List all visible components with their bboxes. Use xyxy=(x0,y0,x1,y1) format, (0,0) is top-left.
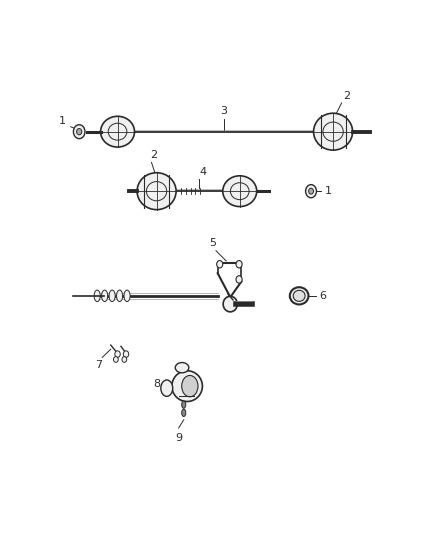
Circle shape xyxy=(306,184,317,198)
Circle shape xyxy=(124,351,129,358)
Circle shape xyxy=(122,357,127,362)
Ellipse shape xyxy=(182,401,186,408)
Ellipse shape xyxy=(117,290,123,302)
Ellipse shape xyxy=(314,113,353,150)
Circle shape xyxy=(77,128,82,135)
Ellipse shape xyxy=(102,290,108,302)
Circle shape xyxy=(309,188,314,194)
Text: 8: 8 xyxy=(153,379,160,389)
Ellipse shape xyxy=(101,116,134,147)
Text: 1: 1 xyxy=(325,186,332,196)
Ellipse shape xyxy=(124,290,130,302)
Circle shape xyxy=(217,261,223,268)
Ellipse shape xyxy=(290,287,308,304)
Text: 1: 1 xyxy=(59,116,66,126)
Circle shape xyxy=(115,351,120,358)
Circle shape xyxy=(74,125,85,139)
Ellipse shape xyxy=(293,290,305,301)
Text: 2: 2 xyxy=(150,150,157,160)
Ellipse shape xyxy=(223,296,237,312)
Ellipse shape xyxy=(182,409,186,416)
Ellipse shape xyxy=(182,375,198,397)
Ellipse shape xyxy=(137,173,176,209)
Text: 3: 3 xyxy=(221,106,228,116)
Ellipse shape xyxy=(94,290,100,302)
Text: 4: 4 xyxy=(199,167,206,177)
Text: 5: 5 xyxy=(209,238,216,248)
Circle shape xyxy=(236,261,242,268)
Text: 2: 2 xyxy=(343,91,350,101)
Ellipse shape xyxy=(175,362,189,373)
Ellipse shape xyxy=(109,290,115,302)
Circle shape xyxy=(236,276,242,283)
Ellipse shape xyxy=(172,371,202,401)
Text: 6: 6 xyxy=(320,291,326,301)
Circle shape xyxy=(113,357,118,362)
Text: 9: 9 xyxy=(175,433,182,443)
Ellipse shape xyxy=(223,176,257,207)
Text: 7: 7 xyxy=(95,360,102,370)
Ellipse shape xyxy=(161,380,173,397)
